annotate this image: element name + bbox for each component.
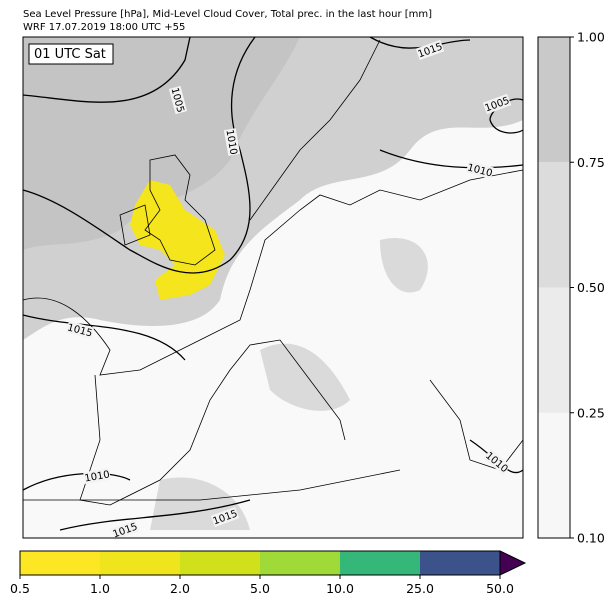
isobar-label-bg (65, 320, 95, 340)
colorbar-segment (100, 551, 181, 575)
colorbar-tick-label: 0.50 (577, 280, 605, 295)
map-frame (22, 36, 524, 539)
isobar-label-bg (415, 39, 445, 61)
colorbar-tick-label: 2.0 (170, 581, 190, 596)
isobar-label-bg (465, 160, 495, 180)
isobar-label-bg (83, 467, 111, 485)
isobar-label-bg (110, 519, 140, 541)
title: Sea Level Pressure [hPa], Mid-Level Clou… (23, 9, 432, 20)
isobar-label-bg (168, 85, 188, 115)
colorbar-tick-label: 5.0 (250, 581, 270, 596)
time-label: 01 UTC Sat (34, 47, 106, 62)
colorbar-segment (538, 162, 570, 288)
colorbar-segment (538, 37, 570, 163)
colorbar-segment (20, 551, 101, 575)
isobar-label: 1010 (84, 469, 111, 484)
colorbar-segment (538, 287, 570, 413)
colorbar-segment (260, 551, 341, 575)
isobar-label-bg (482, 93, 512, 115)
subtitle: WRF 17.07.2019 18:00 UTC +55 (23, 22, 185, 33)
colorbar-segment (420, 551, 501, 575)
colorbar-tick-label: 1.00 (577, 30, 605, 45)
isobar-label: 1010 (223, 129, 238, 156)
isobar-label-bg (483, 449, 511, 475)
colorbar-tick-label: 0.5 (10, 581, 30, 596)
colorbar-segment (180, 551, 261, 575)
precip-colorbar: 0.5 1.0 2.0 5.0 10.0 25.0 50.0 (10, 550, 527, 596)
isobar-label-bg (223, 128, 241, 156)
colorbar-segment (538, 412, 570, 538)
colorbar-segment (340, 551, 421, 575)
time-label-box (28, 43, 114, 65)
colorbar-tick-label: 50.0 (486, 581, 514, 596)
colorbar-tick-label: 0.25 (577, 405, 605, 420)
cloud-area (23, 37, 300, 250)
colorbar-extension (499, 550, 527, 576)
map: 1015100510101005101010151010101510151010… (22, 36, 524, 541)
cloud-area (150, 238, 428, 530)
coastlines (22, 39, 524, 506)
isobar-label-bg (210, 506, 240, 528)
colorbar-tick-label: 0.75 (577, 155, 605, 170)
colorbar-tick-label: 0.10 (577, 531, 605, 546)
colorbar-tick-label: 25.0 (406, 581, 434, 596)
colorbar-tick-label: 1.0 (90, 581, 110, 596)
colorbar-tick-label: 10.0 (326, 581, 354, 596)
precip-area (130, 180, 225, 300)
cloud-colorbar: 0.10 0.25 0.50 0.75 1.00 (537, 30, 605, 546)
